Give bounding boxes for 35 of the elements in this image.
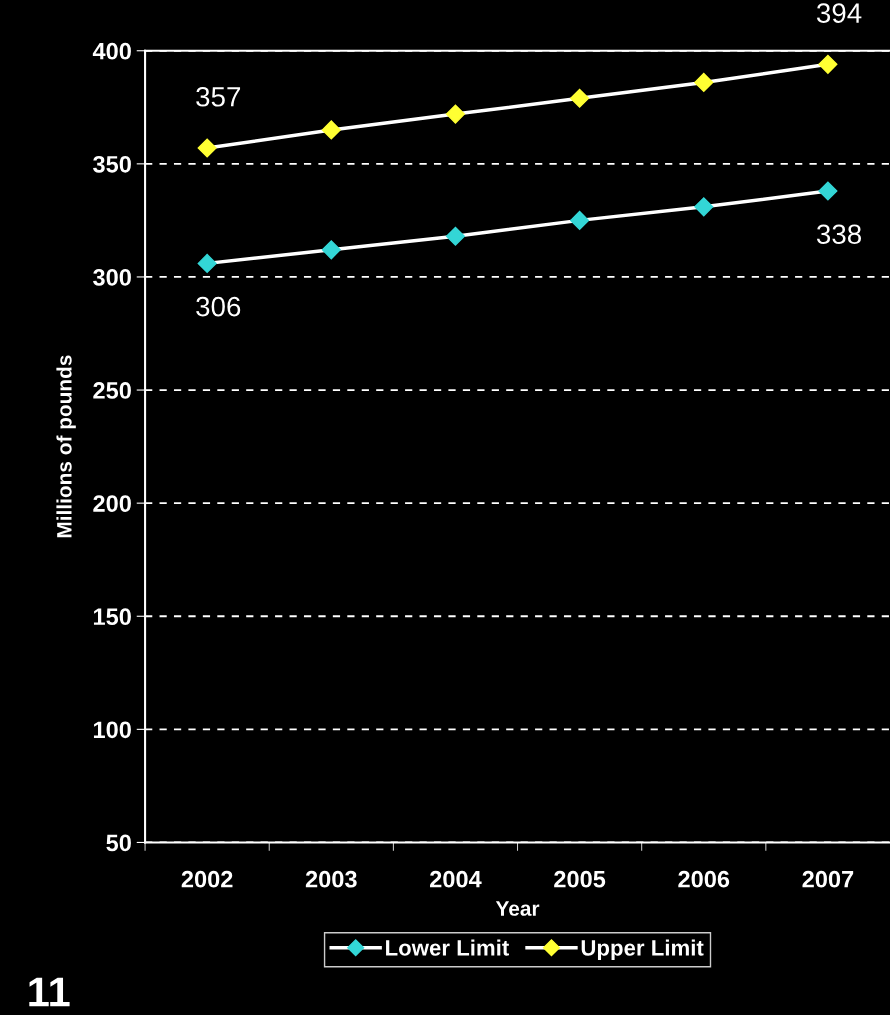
x-tick-label: 2005 <box>554 870 606 888</box>
data-label: 338 <box>816 224 861 245</box>
point <box>694 197 714 217</box>
y-tick-label: 250 <box>93 382 131 399</box>
y-tick-label: 100 <box>93 721 131 739</box>
point <box>197 253 217 273</box>
y-tick-label: 400 <box>92 42 131 60</box>
point <box>197 138 217 158</box>
x-axis-title: Year <box>495 901 540 916</box>
text: 11 <box>29 977 70 1007</box>
legend-label: Lower Limit <box>386 939 509 956</box>
x-tick-label: 2003 <box>305 870 357 888</box>
point <box>694 72 714 92</box>
y-tick-label: 200 <box>93 495 131 512</box>
point <box>570 210 590 230</box>
point <box>445 226 465 246</box>
data-label: 394 <box>816 3 862 23</box>
data-label: 357 <box>196 86 241 107</box>
point <box>445 104 465 124</box>
y-tick-label: 150 <box>93 608 131 626</box>
point <box>818 181 838 201</box>
y-tick-label: 350 <box>93 155 131 173</box>
y-axis-title: Millions of pounds <box>56 355 76 538</box>
y-tick-label: 50 <box>106 834 131 852</box>
x-tick-label: 2002 <box>181 870 233 888</box>
data-label: 306 <box>196 296 241 317</box>
x-tick-label: 2006 <box>678 870 730 888</box>
point <box>818 54 838 74</box>
x-tick-label: 2007 <box>802 870 854 888</box>
legend-label: Upper Limit <box>581 939 704 961</box>
point <box>570 88 590 108</box>
y-tick-label: 300 <box>93 269 131 286</box>
point <box>321 120 341 140</box>
point <box>321 240 341 260</box>
x-tick-label: 2004 <box>430 870 482 888</box>
